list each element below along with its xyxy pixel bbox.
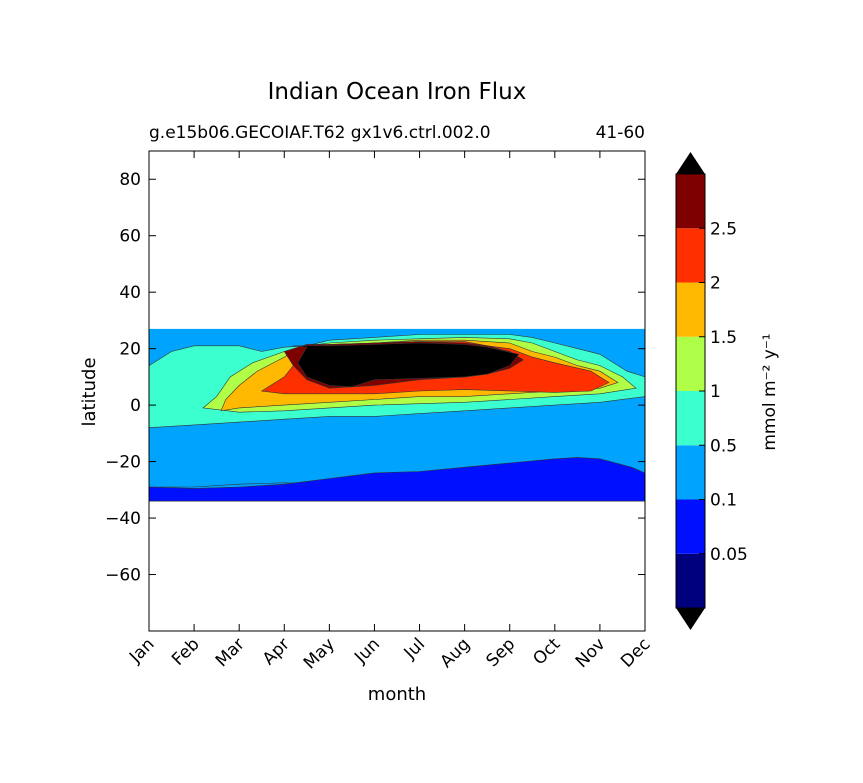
y-tick-label: 80 [119,170,141,190]
x-tick-label: Mar [212,634,249,671]
colorbar-tick-label: 2 [710,274,721,294]
y-tick-label: −40 [105,509,141,529]
x-tick-label: Jul [400,634,429,663]
colorbar-segment [676,499,705,554]
contour-region-1 [149,457,645,502]
colorbar-extend-top [676,152,705,174]
colorbar-extend-bottom [676,608,705,630]
colorbar-tick-label: 0.05 [710,545,748,565]
chart-subtitle-left: g.e15b06.GECOIAF.T62 gx1v6.ctrl.002.0 [149,123,491,143]
colorbar-segment [676,553,705,608]
contour-plot-area [148,150,646,632]
y-tick-label: −20 [105,453,141,473]
colorbar: 0.05 0.1 0.5 1 1.5 2 2.5 [675,152,748,630]
colorbar-tick-label: 1 [710,382,721,402]
plot-frame [148,150,646,632]
colorbar-tick-label: 1.5 [710,328,737,348]
colorbar-segment [676,445,705,500]
x-tick-label: Apr [259,634,294,669]
x-tick-label: May [300,634,339,673]
colorbar-segment [676,391,705,446]
colorbar-segment [676,174,705,229]
colorbar-segment [676,336,705,391]
x-tick-label: Jun [350,634,384,668]
chart-subtitle-right: 41-60 [596,123,645,143]
y-tick-label: 60 [119,227,141,247]
x-tick-label: Dec [617,634,654,671]
colorbar-segment [676,228,705,283]
x-tick-label: Oct [529,634,564,669]
x-tick-label: Nov [572,634,610,672]
colorbar-tick-label: 0.1 [710,491,737,511]
colorbar-tick-label: 2.5 [710,219,737,239]
y-tick-label: 20 [119,340,141,360]
contour-region-7 [293,342,520,388]
y-axis-label: latitude [79,357,100,426]
y-tick-label: −60 [105,566,141,586]
x-tick-label: Sep [482,634,519,671]
y-tick-label: 0 [130,396,141,416]
y-tick-label: 40 [119,283,141,303]
chart-title: Indian Ocean Iron Flux [268,79,527,105]
colorbar-label: mmol m⁻² y⁻¹ [760,333,780,450]
x-tick-label: Feb [168,634,203,669]
x-axis-label: month [368,684,426,705]
colorbar-segment [676,282,705,337]
colorbar-tick-label: 0.5 [710,436,737,456]
x-tick-label: Aug [437,634,475,672]
y-axis: 80 60 40 20 0 −20 −40 −60 [105,170,645,586]
x-tick-label: Jan [125,634,158,667]
